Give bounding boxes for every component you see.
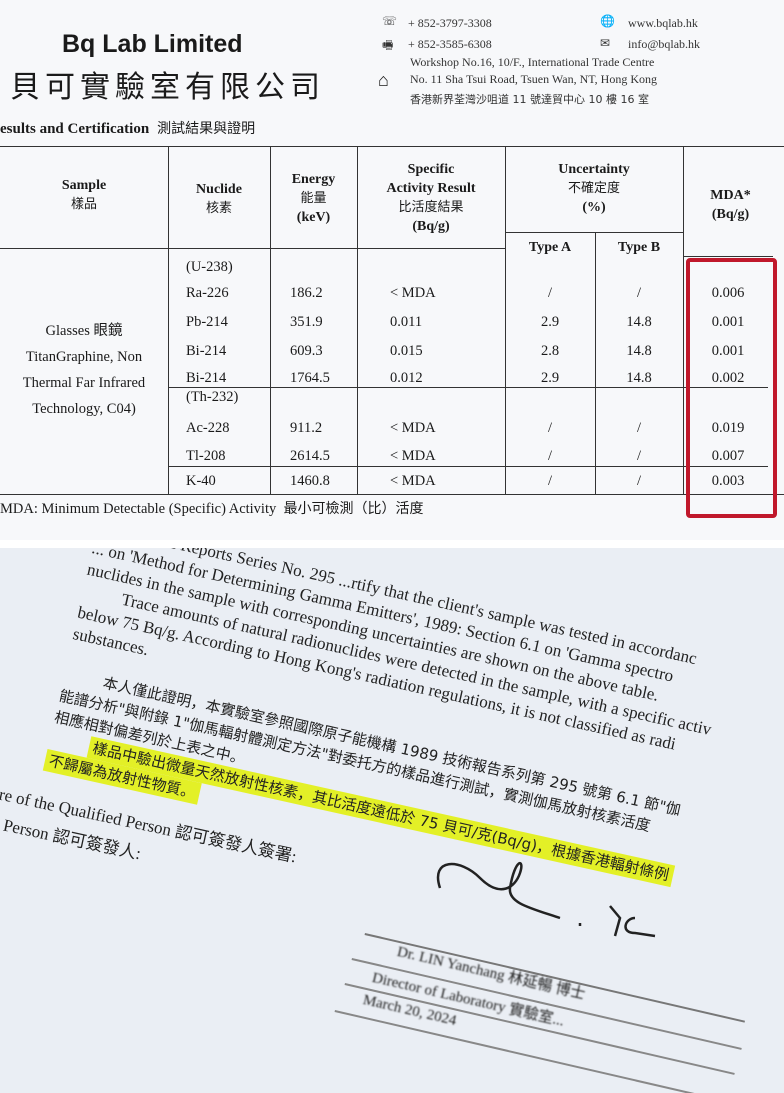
company-name-en: Bq Lab Limited [62, 30, 243, 58]
cell-mda: 0.003 [711, 473, 745, 489]
group-u238: (U-238) [186, 259, 233, 275]
cell-a: 2.9 [540, 370, 560, 386]
section-title: esults and Certification 測試結果與證明 [0, 118, 255, 138]
cell-b: / [636, 448, 642, 464]
cell-b: / [636, 473, 642, 489]
cell-a: 2.8 [540, 343, 560, 359]
company-name-zh: 貝可實驗室有限公司 [10, 70, 325, 105]
signature [436, 861, 656, 938]
cell-result: 0.011 [390, 314, 423, 330]
header-type-b: Type B [617, 240, 661, 255]
cell-nuclide: Ra-226 [186, 285, 229, 301]
cell-energy: 1764.5 [290, 370, 330, 386]
header-specific-activity: Specific Activity Result 比活度結果 (Bq/g) [386, 162, 476, 234]
email-icon: ✉ [600, 36, 611, 50]
cell-result: < MDA [390, 473, 436, 489]
cell-result: 0.012 [390, 370, 423, 386]
section-title-zh: 測試結果與證明 [157, 121, 256, 137]
section-title-en: esults and Certification [0, 121, 150, 137]
cell-nuclide: Tl-208 [186, 448, 226, 464]
certification-section: ...chnical Reports Series No. 295 ...rti… [0, 548, 784, 1093]
cell-nuclide: K-40 [186, 473, 216, 489]
group-th232: (Th-232) [186, 389, 239, 405]
cell-mda: 0.006 [711, 285, 745, 301]
address-en-2: No. 11 Sha Tsui Road, Tsuen Wan, NT, Hon… [410, 72, 658, 86]
cell-b: / [636, 285, 642, 301]
mda-highlight-box [686, 258, 777, 518]
cell-b: 14.8 [626, 343, 652, 359]
fax: + 852-3585-6308 [408, 37, 492, 51]
cell-mda: 0.001 [711, 314, 745, 330]
cell-result: < MDA [390, 420, 436, 436]
header-mda: MDA* (Bq/g) [710, 188, 751, 222]
globe-icon: 🌐 [600, 14, 615, 28]
footnote: MDA: Minimum Detectable (Specific) Activ… [0, 501, 424, 517]
cell-energy: 911.2 [290, 420, 323, 436]
header-sample: Sample 樣品 [61, 178, 107, 212]
cell-b: 14.8 [626, 314, 652, 330]
header-uncertainty: Uncertainty 不確定度 (%) [558, 162, 630, 215]
cell-mda: 0.007 [711, 448, 745, 464]
cell-a: 2.9 [540, 314, 560, 330]
header-type-a: Type A [528, 240, 572, 255]
cell-mda: 0.019 [711, 420, 745, 436]
cell-a: / [547, 420, 553, 436]
cell-result: < MDA [390, 285, 436, 301]
cell-b: / [636, 420, 642, 436]
cell-energy: 351.9 [290, 314, 323, 330]
cell-a: / [547, 285, 553, 301]
cell-energy: 186.2 [290, 285, 323, 301]
phone: + 852-3797-3308 [408, 16, 492, 30]
header-nuclide: Nuclide 核素 [196, 182, 242, 216]
cell-nuclide: Ac-228 [186, 420, 230, 436]
address-zh: 香港新界荃灣沙咀道 11 號達貿中心 10 樓 16 室 [410, 93, 649, 106]
cell-a: / [547, 473, 553, 489]
cell-nuclide: Bi-214 [186, 343, 227, 359]
cell-nuclide: Pb-214 [186, 314, 228, 330]
lab-report-table-section: Bq Lab Limited 貝可實驗室有限公司 ☏ + 852-3797-33… [0, 0, 784, 540]
cell-mda: 0.001 [711, 343, 745, 359]
cell-energy: 2614.5 [290, 448, 330, 464]
cell-energy: 609.3 [290, 343, 323, 359]
cell-a: / [547, 448, 553, 464]
address-en-1: Workshop No.16, 10/F., International Tra… [410, 55, 655, 69]
header-energy: Energy 能量 (keV) [291, 172, 336, 225]
sample-description: Glasses 眼鏡 TitanGraphine, Non Thermal Far … [22, 323, 146, 417]
email: info@bqlab.hk [628, 37, 701, 51]
website: www.bqlab.hk [628, 16, 698, 30]
cell-energy: 1460.8 [290, 473, 330, 489]
cell-nuclide: Bi-214 [186, 370, 227, 386]
phone-icon: ☏ [382, 14, 398, 28]
cell-result: 0.015 [390, 343, 423, 359]
cell-mda: 0.002 [711, 370, 745, 386]
fax-icon: 🖷 [382, 38, 394, 52]
home-icon: ⌂ [378, 70, 389, 90]
cell-result: < MDA [390, 448, 436, 464]
cell-b: 14.8 [626, 370, 652, 386]
